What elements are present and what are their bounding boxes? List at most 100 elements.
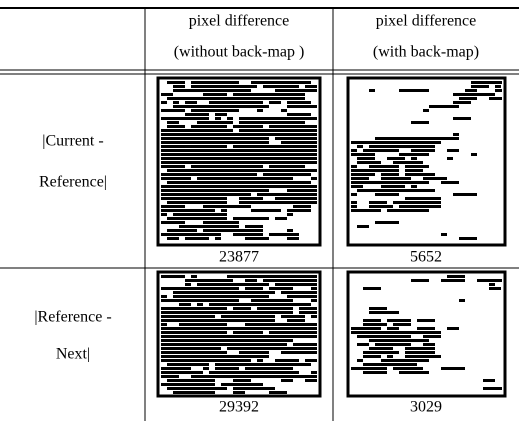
image-pixel [161,161,167,164]
image-pixel [233,331,245,334]
image-pixel [417,319,435,322]
image-pixel [173,109,185,112]
image-pixel [311,189,317,192]
image-pixel [387,157,393,160]
image-pixel [215,193,227,196]
image-pixel [305,379,317,382]
image-pixel [209,157,215,160]
image-pixel [197,315,203,318]
image-pixel [269,129,275,132]
image-pixel [221,375,245,378]
image-pixel [161,367,173,370]
image-pixel [299,89,317,92]
image-pixel [257,129,263,132]
image-pixel [287,311,293,314]
image-pixel [423,335,441,338]
image-pixel [257,359,263,362]
image-pixel [251,117,257,120]
image-pixel [251,185,257,188]
image-pixel [233,193,245,196]
image-pixel [281,201,293,204]
image-pixel [209,387,227,390]
image-pixel [393,169,399,172]
image-pixel [305,343,311,346]
image-pixel [179,157,185,160]
image-pixel [239,315,245,318]
image-pixel [233,307,239,310]
image-pixel [423,343,435,346]
image-pixel [251,101,263,104]
image-pixel [179,383,191,386]
image-pixel [251,299,257,302]
image-pixel [185,141,203,144]
image-pixel [299,153,305,156]
image-pixel [293,295,317,298]
image-pixel [215,129,221,132]
image-pixel [179,149,185,152]
image-pixel [257,371,281,374]
image-pixel [245,85,251,88]
image-pixel [215,117,221,120]
image-pixel [263,291,269,294]
image-pixel [227,165,239,168]
image-pixel [281,89,287,92]
image-pixel [173,181,179,184]
image-pixel [173,101,179,104]
image-pixel [299,189,311,192]
image-pixel [275,323,287,326]
image-pixel [393,335,405,338]
image-pixel [293,315,305,318]
image-pixel [387,319,393,322]
image-pixel [179,323,185,326]
image-pixel [351,201,357,204]
image-pixel [387,363,399,366]
image-pixel [245,303,251,306]
image-pixel [179,371,197,374]
image-pixel [293,145,299,148]
image-pixel [173,129,179,132]
image-pixel [417,189,435,192]
image-pixel [215,307,227,310]
image-pixel [227,339,233,342]
image-pixel [257,201,263,204]
image-pixel [375,323,381,326]
image-pixel [363,141,369,144]
image-pixel [351,177,369,180]
image-pixel [275,177,281,180]
image-pixel [417,161,423,164]
image-pixel [375,137,393,140]
image-pixel [215,295,227,298]
image-pixel [167,117,173,120]
image-pixel [423,177,447,180]
image-pixel [263,319,275,322]
image-pixel [411,181,417,184]
image-pixel [287,145,293,148]
image-pixel [453,93,477,96]
image-pixel [227,121,233,124]
image-pixel [275,363,281,366]
image-pixel [233,291,239,294]
header-text: pixel difference [376,13,477,30]
image-pixel [233,359,251,362]
image-pixel [411,359,423,362]
image-pixel [387,355,393,358]
difference-image [158,78,320,245]
image-pixel [281,367,293,370]
image-pixel [185,201,191,204]
image-pixel [173,391,179,394]
image-pixel [357,157,363,160]
image-pixel [209,327,215,330]
image-pixel [465,89,477,92]
image-pixel [197,391,215,394]
image-pixel [351,149,357,152]
image-pixel [203,157,209,160]
image-pixel [197,287,203,290]
image-pixel [375,221,399,224]
image-pixel [221,225,227,228]
image-pixel [281,173,287,176]
image-pixel [351,165,357,168]
image-pixel [179,367,191,370]
image-pixel [311,145,317,148]
image-pixel [429,105,447,108]
image-pixel [185,101,197,104]
